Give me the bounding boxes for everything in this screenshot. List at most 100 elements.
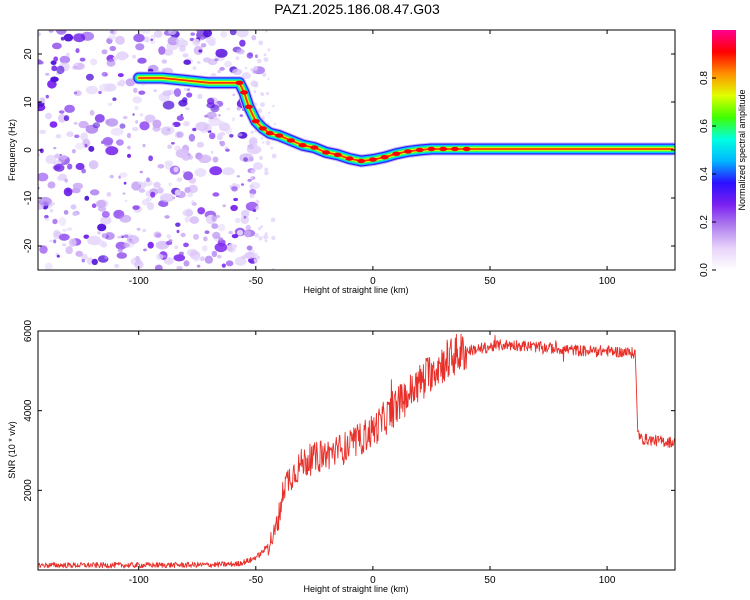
ridge-peak <box>286 138 295 143</box>
x-tick-label: 100 <box>599 276 616 287</box>
y-tick-label: 10 <box>23 96 34 108</box>
noise-blob <box>211 250 218 258</box>
noise-blob <box>212 192 220 197</box>
snr-y-axis-label: SNR (10 * v/v) <box>7 421 17 479</box>
noise-blob <box>255 205 260 211</box>
noise-blob <box>235 56 240 61</box>
noise-blob <box>230 204 238 212</box>
ridge-peak <box>258 126 267 131</box>
noise-blob <box>143 248 147 252</box>
x-tick-label: 100 <box>599 575 616 586</box>
noise-blob <box>99 83 113 92</box>
noise-blob <box>204 255 213 264</box>
spectrogram-y-axis-label: Frequency (Hz) <box>7 119 17 181</box>
noise-blob <box>255 217 259 220</box>
noise-blob <box>244 230 251 238</box>
noise-blob <box>97 223 107 232</box>
noise-blob <box>253 83 259 88</box>
noise-blob <box>184 87 188 91</box>
noise-blob <box>217 254 222 259</box>
noise-blob <box>52 218 58 225</box>
noise-blob <box>74 134 80 139</box>
noise-blob <box>221 263 226 268</box>
colorbar-tick-label: 0.8 <box>699 71 710 85</box>
noise-blob <box>188 133 196 142</box>
noise-blob <box>176 177 183 182</box>
noise-blob <box>70 204 77 210</box>
noise-blob <box>158 46 166 55</box>
snr-x-axis-label: Height of straight line (km) <box>303 584 408 594</box>
noise-blob <box>131 126 139 132</box>
noise-blob <box>253 65 258 71</box>
noise-blob <box>213 116 218 121</box>
noise-blob <box>101 49 108 55</box>
noise-blob <box>263 53 267 57</box>
ridge-peak <box>439 146 448 152</box>
x-tick-label: -100 <box>129 276 149 287</box>
noise-blob <box>51 42 62 50</box>
noise-blob <box>135 120 139 124</box>
noise-blob <box>45 112 52 120</box>
noise-blob <box>98 90 102 95</box>
snr-y-axis: 2000 4000 6000 <box>23 319 675 501</box>
noise-blob <box>253 90 257 94</box>
noise-blob <box>264 170 269 176</box>
noise-blob <box>75 250 83 257</box>
noise-blob <box>182 209 194 217</box>
noise-blob <box>227 246 234 252</box>
noise-blob <box>239 39 246 47</box>
noise-blob <box>232 68 243 76</box>
y-tick-label: 0 <box>23 147 34 153</box>
snr-panel: -100 -50 0 50 100 2000 4000 6000 Height of str… <box>7 319 676 594</box>
noise-blob <box>122 192 126 195</box>
noise-blob <box>183 260 190 267</box>
spectrogram-ridge <box>132 71 675 168</box>
colorbar-label: Normalized spectral amplitude <box>737 89 747 210</box>
noise-blob <box>173 254 186 262</box>
noise-blob <box>174 245 179 250</box>
noise-blob <box>108 34 116 40</box>
noise-blob <box>198 154 212 164</box>
noise-blob <box>146 202 155 211</box>
y-tick-label: -20 <box>23 238 34 253</box>
noise-blob <box>254 233 259 238</box>
noise-blob <box>67 163 73 170</box>
noise-blob <box>187 153 191 157</box>
noise-blob <box>58 110 65 114</box>
x-tick-label: 50 <box>484 575 496 586</box>
ridge-peak <box>235 80 244 86</box>
noise-blob <box>84 195 90 201</box>
noise-blob <box>233 197 239 202</box>
noise-blob <box>53 239 57 244</box>
noise-blob <box>218 237 223 241</box>
noise-blob <box>245 224 251 231</box>
noise-blob <box>101 71 108 77</box>
snr-x-axis: -100 -50 0 50 100 <box>129 331 616 586</box>
noise-blob <box>160 126 175 136</box>
noise-blob <box>62 228 67 232</box>
noise-blob <box>263 57 269 62</box>
noise-blob <box>175 222 181 227</box>
noise-blob <box>183 121 190 127</box>
noise-blob <box>101 233 107 239</box>
noise-blob <box>90 58 98 66</box>
noise-blob <box>133 33 145 43</box>
noise-blob <box>253 149 258 154</box>
noise-blob <box>250 67 254 72</box>
noise-blob <box>65 246 73 255</box>
noise-blob <box>264 167 269 172</box>
noise-blob <box>116 139 124 146</box>
noise-blob <box>267 77 270 80</box>
noise-blob <box>91 203 97 208</box>
noise-blob <box>91 258 99 266</box>
noise-blob <box>135 43 145 51</box>
noise-blob <box>167 144 173 150</box>
noise-blob <box>104 232 115 240</box>
ridge-peak <box>244 104 253 110</box>
noise-blob <box>257 58 262 64</box>
noise-blob <box>38 172 49 182</box>
noise-blob <box>192 254 200 262</box>
noise-blob <box>165 240 173 246</box>
noise-blob <box>75 162 85 171</box>
noise-blob <box>123 181 127 185</box>
